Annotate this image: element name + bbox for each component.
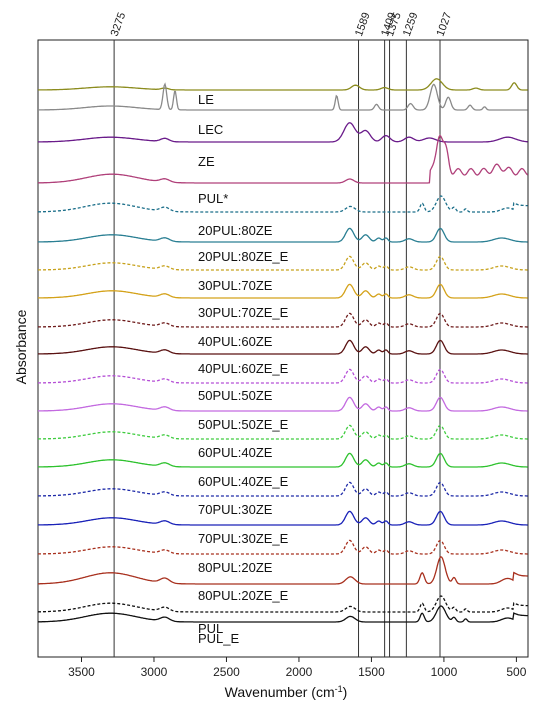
series-label: 40PUL:60ZE_E — [198, 361, 289, 376]
series-line — [38, 339, 528, 355]
series-line — [38, 195, 528, 213]
series-label: LE — [198, 92, 214, 107]
plot-area — [37, 39, 529, 658]
series-line — [38, 78, 528, 91]
series-label: LEC — [198, 122, 223, 137]
series-line — [38, 255, 528, 271]
reference-line-label: 1589 — [353, 11, 373, 38]
spectra — [37, 78, 529, 623]
series-line — [38, 510, 528, 526]
series-label: 50PUL:50ZE_E — [198, 417, 289, 432]
plot-frame — [37, 39, 529, 658]
series-label: 20PUL:80ZE_E — [198, 249, 289, 264]
series-line — [38, 595, 528, 613]
series-label: 60PUL:40ZE — [198, 445, 273, 460]
series-line — [38, 481, 528, 497]
series-line — [38, 396, 528, 412]
series-label: 80PUL:20ZE — [198, 560, 273, 575]
x-axis-title: Wavenumber (cm-1) — [225, 684, 348, 700]
x-tick-label: 2500 — [213, 665, 240, 679]
x-tick-label: 500 — [506, 665, 526, 679]
series-line — [38, 556, 528, 585]
x-axis: 3500 3000 2500 2000 1500 1000 500 — [68, 657, 527, 679]
series-label: 30PUL:70ZE — [198, 278, 273, 293]
series-label: 30PUL:70ZE_E — [198, 305, 289, 320]
series-label: PUL* — [198, 191, 228, 206]
series-line — [38, 539, 528, 555]
reference-line-label: 1027 — [435, 11, 455, 38]
x-tick-label: 1000 — [431, 665, 458, 679]
series-label: 70PUL:30ZE — [198, 502, 273, 517]
series-label: 80PUL:20ZE_E — [198, 588, 289, 603]
x-axis-title-text: Wavenumber (cm — [225, 684, 335, 700]
series-label: PUL_E — [198, 631, 240, 646]
series-label: 20PUL:80ZE — [198, 223, 273, 238]
series-line — [38, 312, 528, 328]
series-labels: LE LEC ZE PUL* 20PUL:80ZE 20PUL:80ZE_E 30PUL:7… — [198, 92, 289, 646]
series-line — [38, 283, 528, 299]
series-line — [37, 134, 529, 184]
series-line — [38, 82, 528, 111]
series-label: ZE — [198, 154, 215, 169]
x-axis-title-end: ) — [343, 684, 348, 700]
reference-line-label: 1259 — [401, 11, 421, 38]
series-line — [38, 424, 528, 440]
series-label: 60PUL:40ZE_E — [198, 474, 289, 489]
series-label: 70PUL:30ZE_E — [198, 531, 289, 546]
reference-line-label: 3275 — [109, 11, 129, 38]
x-tick-label: 1500 — [358, 665, 385, 679]
x-tick-label: 3000 — [141, 665, 168, 679]
series-label: PUL — [198, 621, 223, 636]
series-line — [38, 368, 528, 384]
series-line — [38, 452, 528, 468]
series-line — [38, 227, 528, 243]
series-line — [38, 605, 528, 623]
x-tick-label: 2000 — [286, 665, 313, 679]
y-axis-title: Absorbance — [13, 309, 29, 384]
series-line — [38, 122, 528, 143]
x-axis-title-sup: -1 — [335, 684, 343, 694]
x-tick-label: 3500 — [68, 665, 95, 679]
series-label: 50PUL:50ZE — [198, 388, 273, 403]
series-label: 40PUL:60ZE — [198, 334, 273, 349]
